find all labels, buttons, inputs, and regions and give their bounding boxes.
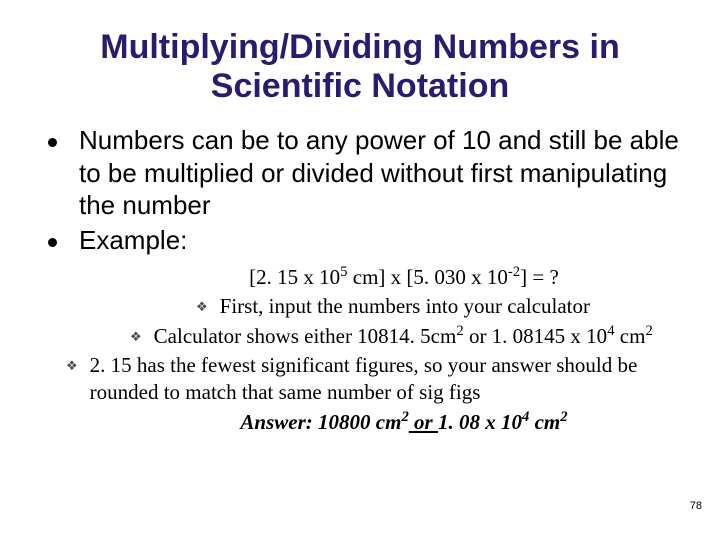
example-equation: [2. 15 x 105 cm] x [5. 030 x 10-2] = ? bbox=[48, 264, 690, 291]
t: Calculator shows either 10814. 5cm bbox=[154, 324, 457, 348]
sub-text: First, input the numbers into your calcu… bbox=[220, 293, 590, 320]
eq-sup: 5 bbox=[340, 264, 347, 280]
diamond-icon: ❖ bbox=[66, 358, 78, 375]
eq-part: [2. 15 x 10 bbox=[249, 265, 340, 289]
t: or 1. 08145 x 10 bbox=[464, 324, 608, 348]
bullet-text: Example: bbox=[79, 224, 187, 257]
t: 2 bbox=[560, 409, 567, 425]
diamond-icon: ❖ bbox=[196, 299, 208, 316]
slide-title: Multiplying/Dividing Numbers in Scientif… bbox=[0, 0, 720, 124]
example-block: [2. 15 x 105 cm] x [5. 030 x 10-2] = ? ❖… bbox=[48, 264, 690, 436]
sub-bullet: ❖ 2. 15 has the fewest significant figur… bbox=[48, 352, 690, 407]
content-area: Numbers can be to any power of 10 and st… bbox=[0, 124, 720, 436]
page-number: 78 bbox=[690, 500, 702, 512]
eq-part: ] = ? bbox=[520, 265, 559, 289]
t: cm bbox=[615, 324, 646, 348]
t: 1. 08 x 10 bbox=[438, 410, 522, 434]
bullet-item: Numbers can be to any power of 10 and st… bbox=[48, 124, 690, 222]
bullet-item: Example: bbox=[48, 224, 690, 257]
t: 4 bbox=[607, 323, 614, 339]
sub-text: 2. 15 has the fewest significant figures… bbox=[90, 352, 690, 407]
sub-bullet: ❖ Calculator shows either 10814. 5cm2 or… bbox=[48, 323, 690, 350]
eq-sup: -2 bbox=[508, 264, 520, 280]
eq-part: cm] x [5. 030 x 10 bbox=[348, 265, 508, 289]
t: 2 bbox=[401, 409, 408, 425]
t: Answer: 10800 cm bbox=[240, 410, 401, 434]
bullet-text: Numbers can be to any power of 10 and st… bbox=[79, 124, 690, 222]
bullet-icon bbox=[48, 138, 57, 147]
bullet-icon bbox=[48, 238, 57, 247]
t: 2 bbox=[456, 323, 463, 339]
answer-line: Answer: 10800 cm2 or 1. 08 x 104 cm2 bbox=[48, 409, 690, 436]
diamond-icon: ❖ bbox=[130, 329, 142, 346]
or-word: or bbox=[409, 410, 438, 434]
sub-bullet: ❖ First, input the numbers into your cal… bbox=[48, 293, 690, 320]
t: cm bbox=[529, 410, 560, 434]
sub-text: Calculator shows either 10814. 5cm2 or 1… bbox=[154, 323, 653, 350]
t: 2 bbox=[645, 323, 652, 339]
